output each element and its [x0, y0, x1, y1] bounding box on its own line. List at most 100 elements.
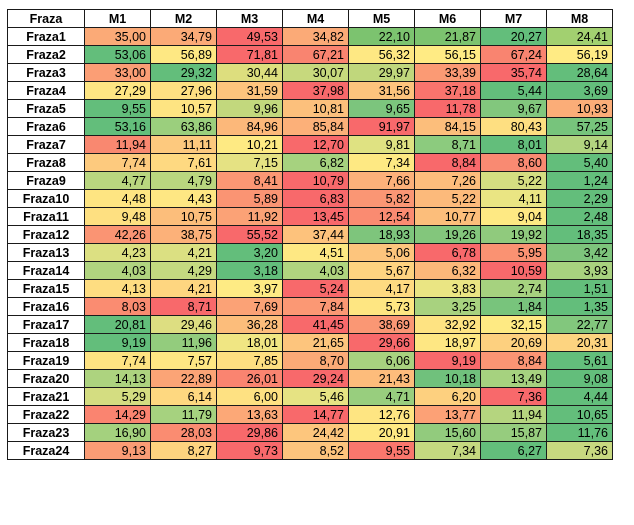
value-cell: 84,96 [216, 117, 283, 136]
value-cell: 9,04 [480, 207, 547, 226]
value-cell: 18,93 [348, 225, 415, 244]
value-cell: 6,20 [414, 387, 481, 406]
header-row: Fraza M1 M2 M3 M4 M5 M6 M7 M8 [7, 9, 613, 28]
value-cell: 11,94 [480, 405, 547, 424]
value-cell: 11,79 [150, 405, 217, 424]
value-cell: 91,97 [348, 117, 415, 136]
value-cell: 9,14 [546, 135, 613, 154]
value-cell: 6,82 [282, 153, 349, 172]
value-cell: 9,55 [84, 99, 151, 118]
table-row: Fraza10 4,48 4,43 5,89 6,83 5,82 5,22 4,11 2,29 [7, 189, 613, 208]
value-cell: 15,87 [480, 423, 547, 442]
value-cell: 10,81 [282, 99, 349, 118]
table-row: Fraza24 9,13 8,27 9,73 8,52 9,55 7,34 6,27 7,36 [7, 441, 613, 460]
value-cell: 6,32 [414, 261, 481, 280]
value-cell: 22,89 [150, 369, 217, 388]
value-cell: 7,15 [216, 153, 283, 172]
value-cell: 16,90 [84, 423, 151, 442]
value-cell: 4,29 [150, 261, 217, 280]
value-cell: 5,73 [348, 297, 415, 316]
value-cell: 1,51 [546, 279, 613, 298]
row-label: Fraza14 [7, 261, 85, 280]
value-cell: 24,42 [282, 423, 349, 442]
value-cell: 34,79 [150, 27, 217, 46]
value-cell: 27,96 [150, 81, 217, 100]
row-label: Fraza19 [7, 351, 85, 370]
value-cell: 80,43 [480, 117, 547, 136]
value-cell: 29,32 [150, 63, 217, 82]
table-row: Fraza23 16,90 28,03 29,86 24,42 20,91 15,60 15,… [7, 423, 613, 442]
value-cell: 3,93 [546, 261, 613, 280]
value-cell: 9,81 [348, 135, 415, 154]
value-cell: 49,53 [216, 27, 283, 46]
row-label: Fraza21 [7, 387, 85, 406]
value-cell: 38,75 [150, 225, 217, 244]
value-cell: 38,69 [348, 315, 415, 334]
value-cell: 7,34 [348, 153, 415, 172]
value-cell: 7,74 [84, 153, 151, 172]
value-cell: 33,39 [414, 63, 481, 82]
corner-header: Fraza [7, 9, 85, 28]
value-cell: 28,64 [546, 63, 613, 82]
table-row: Fraza9 4,77 4,79 8,41 10,79 7,66 7,26 5,22 1,24 [7, 171, 613, 190]
value-cell: 14,13 [84, 369, 151, 388]
value-cell: 35,74 [480, 63, 547, 82]
value-cell: 5,95 [480, 243, 547, 262]
value-cell: 11,76 [546, 423, 613, 442]
value-cell: 26,01 [216, 369, 283, 388]
row-label: Fraza12 [7, 225, 85, 244]
value-cell: 21,43 [348, 369, 415, 388]
value-cell: 19,26 [414, 225, 481, 244]
value-cell: 9,19 [414, 351, 481, 370]
value-cell: 56,15 [414, 45, 481, 64]
value-cell: 3,83 [414, 279, 481, 298]
value-cell: 1,84 [480, 297, 547, 316]
value-cell: 2,74 [480, 279, 547, 298]
value-cell: 2,48 [546, 207, 613, 226]
value-cell: 31,56 [348, 81, 415, 100]
value-cell: 20,31 [546, 333, 613, 352]
value-cell: 21,65 [282, 333, 349, 352]
value-cell: 7,36 [480, 387, 547, 406]
value-cell: 5,46 [282, 387, 349, 406]
value-cell: 33,00 [84, 63, 151, 82]
table-row: Fraza19 7,74 7,57 7,85 8,70 6,06 9,19 8,84 5,61 [7, 351, 613, 370]
value-cell: 18,97 [414, 333, 481, 352]
value-cell: 10,77 [414, 207, 481, 226]
value-cell: 7,36 [546, 441, 613, 460]
value-cell: 63,86 [150, 117, 217, 136]
value-cell: 6,78 [414, 243, 481, 262]
value-cell: 22,10 [348, 27, 415, 46]
value-cell: 41,45 [282, 315, 349, 334]
value-cell: 5,06 [348, 243, 415, 262]
value-cell: 19,92 [480, 225, 547, 244]
value-cell: 56,32 [348, 45, 415, 64]
value-cell: 14,29 [84, 405, 151, 424]
value-cell: 4,51 [282, 243, 349, 262]
row-label: Fraza16 [7, 297, 85, 316]
column-header-m5: M5 [348, 9, 415, 28]
table-row: Fraza18 9,19 11,96 18,01 21,65 29,66 18,97 20,6… [7, 333, 613, 352]
value-cell: 20,27 [480, 27, 547, 46]
row-label: Fraza17 [7, 315, 85, 334]
value-cell: 7,85 [216, 351, 283, 370]
value-cell: 9,65 [348, 99, 415, 118]
value-cell: 10,57 [150, 99, 217, 118]
row-label: Fraza1 [7, 27, 85, 46]
value-cell: 7,34 [414, 441, 481, 460]
value-cell: 13,63 [216, 405, 283, 424]
column-header-m1: M1 [84, 9, 151, 28]
table-row: Fraza6 53,16 63,86 84,96 85,84 91,97 84,15 80,4… [7, 117, 613, 136]
value-cell: 22,77 [546, 315, 613, 334]
value-cell: 10,18 [414, 369, 481, 388]
row-label: Fraza9 [7, 171, 85, 190]
value-cell: 4,17 [348, 279, 415, 298]
value-cell: 7,69 [216, 297, 283, 316]
value-cell: 9,08 [546, 369, 613, 388]
column-header-m3: M3 [216, 9, 283, 28]
value-cell: 29,97 [348, 63, 415, 82]
heatmap-table: Fraza M1 M2 M3 M4 M5 M6 M7 M8 Fraza1 35,0… [7, 9, 613, 460]
table-row: Fraza3 33,00 29,32 30,44 30,07 29,97 33,39 35,7… [7, 63, 613, 82]
value-cell: 12,76 [348, 405, 415, 424]
value-cell: 7,26 [414, 171, 481, 190]
